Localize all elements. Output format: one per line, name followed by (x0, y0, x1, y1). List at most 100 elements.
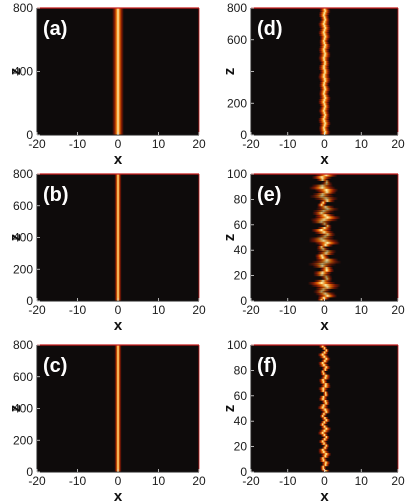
beam-segment (323, 444, 330, 448)
y-tick-label: 40 (234, 243, 248, 257)
beam-segment (318, 440, 327, 443)
x-tick-label: -20 (28, 474, 46, 488)
beam-segment (318, 397, 328, 401)
beam-segment (319, 39, 329, 43)
beam-segment (320, 359, 330, 363)
x-tick-label: 0 (115, 137, 122, 151)
beam-segment (313, 279, 333, 283)
beam-segment (318, 364, 329, 367)
beam-segment (321, 446, 329, 450)
beam-segment (319, 107, 330, 111)
beam-segment (321, 469, 330, 472)
y-axis-label: z (7, 234, 24, 242)
beam-segment (310, 218, 338, 222)
beam-segment (318, 128, 330, 132)
y-tick-label: 200 (13, 433, 33, 447)
x-tick-label: -20 (242, 474, 260, 488)
panel-label: (a) (43, 18, 67, 40)
beam-segment (320, 370, 326, 374)
beam-segment (319, 199, 336, 203)
x-tick-label: 10 (355, 474, 369, 488)
beam-segment (322, 419, 331, 422)
beam-segment (321, 463, 330, 467)
x-tick-label: 10 (152, 474, 166, 488)
beam-segment (320, 433, 329, 437)
beam-segment (318, 101, 330, 104)
beam-segment (319, 380, 328, 384)
beam-group (318, 8, 331, 135)
beam-segment (320, 452, 332, 456)
beam-segment (321, 357, 331, 361)
beam-segment (315, 286, 339, 289)
beam-segment (318, 67, 330, 70)
beam-segment (320, 467, 327, 471)
beam-segment (319, 414, 326, 418)
beam-segment (320, 351, 329, 355)
panel-label: (c) (43, 355, 67, 377)
y-tick-label: 400 (13, 65, 33, 79)
x-tick-label: 20 (192, 474, 206, 488)
beam-segment (319, 27, 331, 30)
beam-segment (318, 12, 330, 15)
y-tick-label: 600 (13, 199, 33, 213)
beam-segment (319, 122, 331, 126)
beam-segment (320, 372, 328, 376)
beam-segment (314, 254, 329, 258)
beam-segment (318, 118, 330, 121)
beam-segment (319, 459, 328, 463)
beam-group (112, 8, 124, 135)
beam-segment (315, 258, 339, 262)
beam-segment (319, 222, 330, 226)
beam-segment (318, 33, 331, 37)
panel-e: -20 -10 0 10 20 0 20 40 60 80 100 x z (e) (221, 167, 405, 334)
beam-segment (308, 239, 339, 243)
beam-segment (319, 58, 330, 62)
y-tick-label: 20 (234, 440, 248, 454)
x-tick-label: -10 (279, 303, 297, 317)
beam-segment (315, 214, 336, 217)
x-tick-label: 0 (321, 474, 328, 488)
beam-segment (316, 245, 327, 249)
beam-segment (320, 60, 330, 64)
y-tick-label: 80 (234, 192, 248, 206)
y-tick-label: 800 (13, 338, 33, 352)
beam-segment (311, 176, 333, 179)
beam-segment (317, 353, 328, 357)
x-tick-label: 20 (391, 303, 405, 317)
beam-segment (318, 22, 330, 26)
beam-segment (311, 229, 332, 232)
beam-segment (320, 438, 329, 441)
beam-segment (319, 94, 330, 98)
beam-segment (313, 273, 331, 277)
beam-segment (317, 298, 326, 301)
beam-segment (320, 385, 331, 388)
x-axis-label: x (320, 488, 329, 504)
beam-segment (318, 65, 330, 68)
beam-segment (319, 71, 331, 75)
y-tick-label: 200 (13, 262, 33, 276)
beam-segment (319, 115, 330, 119)
beam-segment (318, 24, 331, 28)
beam-segment (319, 395, 328, 399)
beam-segment (319, 96, 331, 100)
y-tick-label: 600 (13, 370, 33, 384)
x-tick-label: 20 (192, 137, 206, 151)
y-tick-label: 40 (234, 414, 248, 428)
beam-segment (320, 267, 334, 270)
x-tick-label: 0 (115, 303, 122, 317)
x-axis-label: x (320, 317, 329, 334)
beam-group (307, 174, 342, 301)
beam-segment (319, 124, 331, 128)
beam-segment (318, 77, 331, 81)
beam-segment (320, 412, 328, 416)
beam-segment (318, 120, 331, 123)
beam-segment (319, 103, 330, 106)
beam-segment (312, 209, 335, 213)
beam-segment (318, 345, 327, 348)
panel-a: -20 -10 0 10 20 0 400 800 x z (a) (7, 1, 206, 168)
beam-segment (320, 63, 330, 66)
y-axis-label: z (221, 405, 238, 413)
beam-segment (319, 46, 331, 49)
